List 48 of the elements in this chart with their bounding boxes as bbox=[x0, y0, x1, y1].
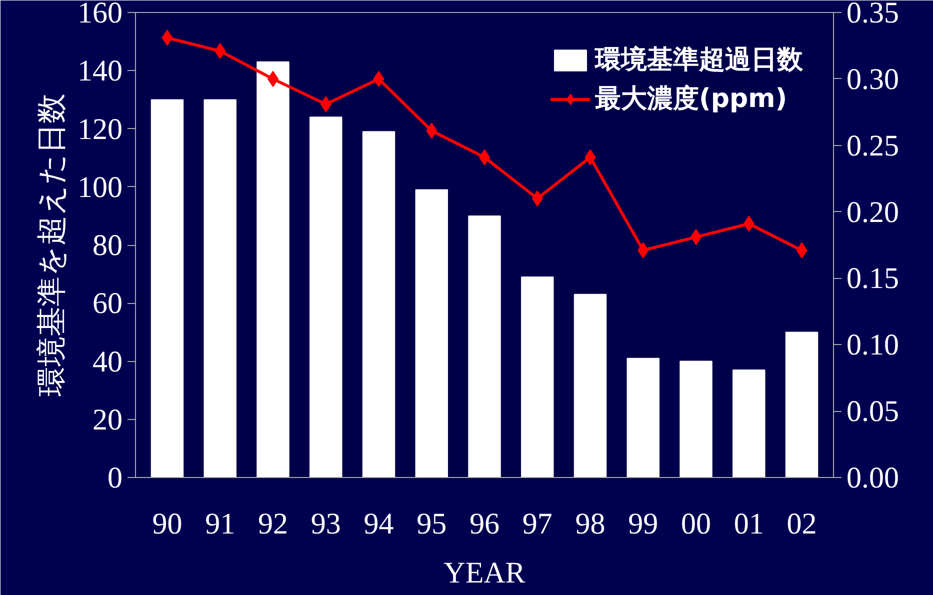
legend-label: 環境基準超過日数 bbox=[595, 44, 803, 77]
bar bbox=[732, 369, 766, 478]
y2-tick-label: 0.35 bbox=[846, 0, 899, 30]
bar bbox=[150, 99, 184, 478]
y2-tick-label: 0.20 bbox=[846, 196, 899, 229]
y2-tick-label: 0.10 bbox=[846, 328, 899, 362]
x-tick-label: 92 bbox=[258, 508, 288, 540]
x-tick-label: 99 bbox=[628, 508, 658, 540]
y2-tick-label: 0.05 bbox=[846, 395, 899, 428]
bar bbox=[626, 358, 660, 478]
y-tick-label: 60 bbox=[92, 287, 122, 320]
bar bbox=[521, 276, 554, 478]
y2-tick-label: 0.15 bbox=[846, 262, 899, 296]
x-tick-label: 02 bbox=[786, 508, 817, 540]
bar bbox=[415, 189, 448, 478]
x-tick-label: 00 bbox=[681, 508, 712, 540]
bar bbox=[680, 360, 712, 478]
y-axis-title: 環境基準を超えた日数 bbox=[34, 94, 70, 396]
x-tick-label: 01 bbox=[734, 508, 764, 540]
y2-tick-label: 0.25 bbox=[846, 129, 899, 162]
y-tick-label: 20 bbox=[92, 403, 122, 436]
y-tick-label: 40 bbox=[92, 345, 122, 378]
y2-tick-label: 0.00 bbox=[846, 462, 899, 494]
bar bbox=[204, 99, 236, 478]
x-tick-label: 97 bbox=[522, 508, 552, 540]
y-tick-label: 100 bbox=[78, 170, 122, 204]
y-tick-label: 120 bbox=[78, 112, 122, 146]
y-tick-label: 0 bbox=[108, 462, 122, 494]
point bbox=[532, 190, 543, 206]
bar bbox=[310, 116, 342, 478]
x-tick-label: 90 bbox=[152, 508, 182, 540]
bar bbox=[362, 131, 396, 478]
bar bbox=[468, 215, 501, 478]
legend-label: 最大濃度(ppm) bbox=[595, 83, 788, 116]
x-tick-label: 93 bbox=[310, 508, 341, 540]
bar bbox=[785, 332, 818, 478]
x-tick-label: 91 bbox=[205, 508, 236, 540]
bar bbox=[256, 61, 290, 478]
x-tick-label: 98 bbox=[575, 508, 606, 540]
x-tick-label: 95 bbox=[416, 508, 447, 540]
bar bbox=[574, 294, 607, 478]
y2-tick-label: 0.30 bbox=[846, 62, 899, 96]
y-tick-label: 140 bbox=[78, 54, 122, 88]
x-tick-label: 94 bbox=[364, 508, 394, 540]
y-tick-label: 80 bbox=[92, 229, 122, 262]
y-tick-label: 160 bbox=[78, 0, 122, 30]
x-axis-title: YEAR bbox=[444, 556, 526, 590]
x-tick-label: 96 bbox=[470, 508, 500, 540]
